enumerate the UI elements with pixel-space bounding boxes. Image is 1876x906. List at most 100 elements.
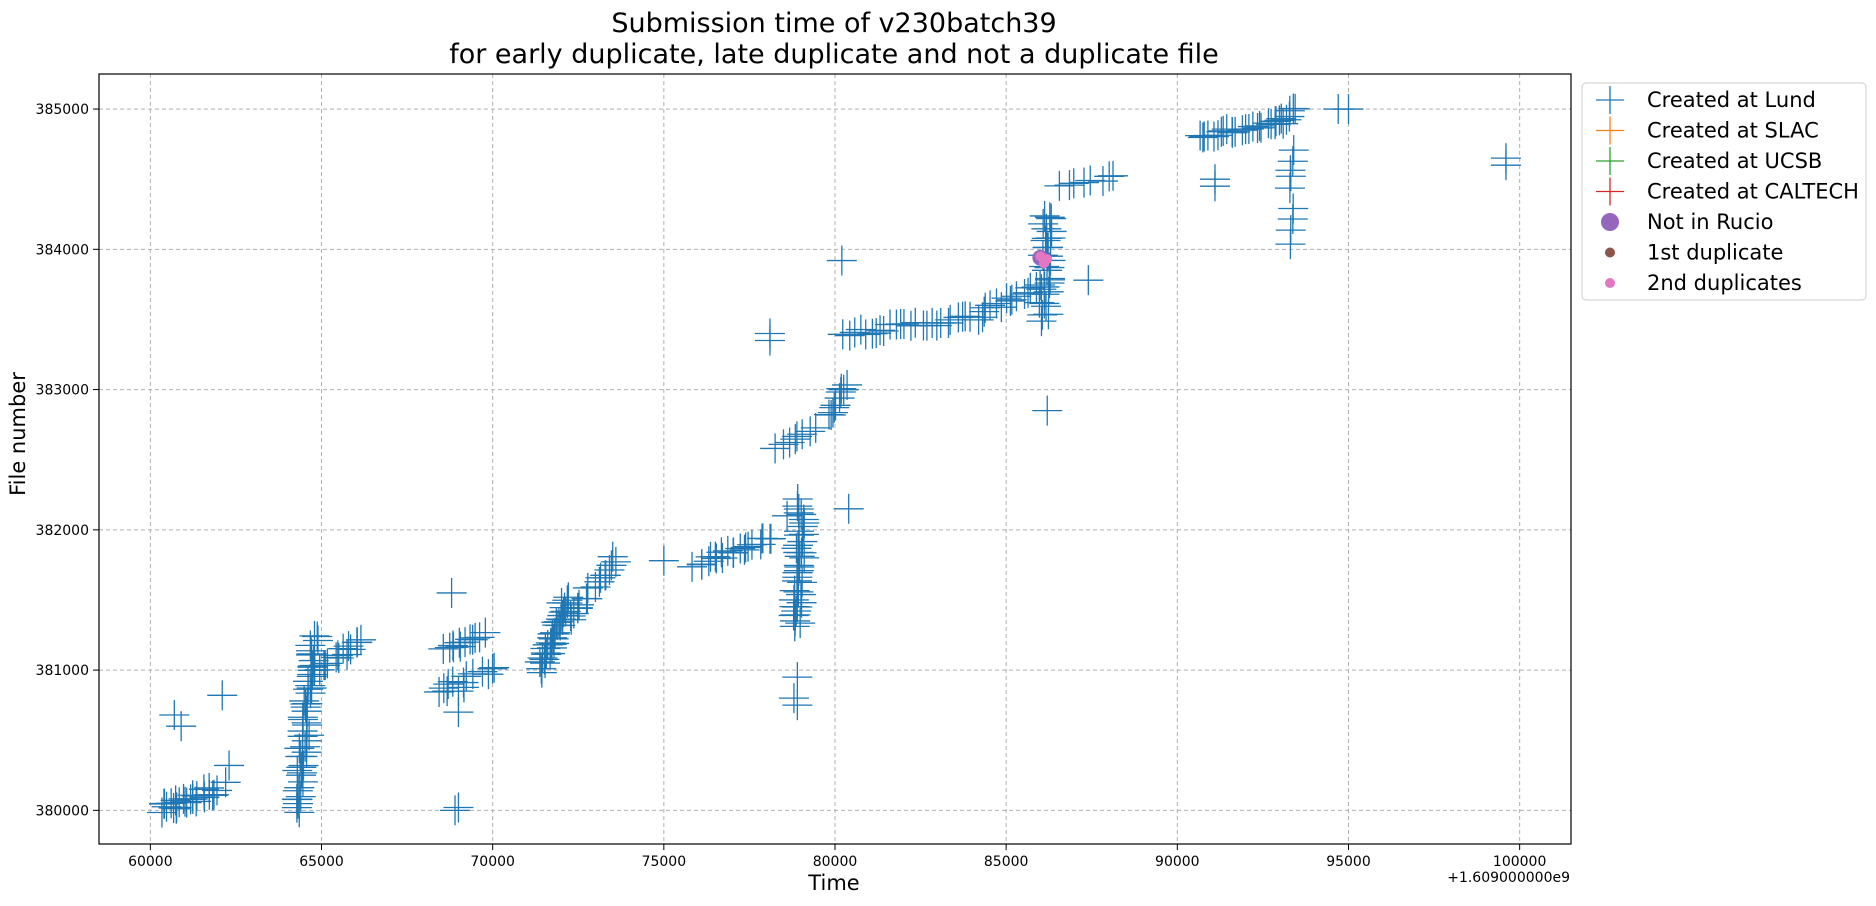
data-point — [781, 533, 812, 564]
data-point — [342, 627, 373, 658]
data-point — [1333, 94, 1364, 125]
data-point — [146, 797, 177, 828]
x-tick-label: 70000 — [470, 854, 515, 870]
data-point — [210, 767, 241, 798]
data-point — [1280, 93, 1311, 124]
data-point — [686, 549, 717, 580]
x-tick-label: 75000 — [642, 854, 687, 870]
data-point — [159, 699, 190, 730]
data-point — [322, 640, 353, 671]
data-point — [1073, 265, 1104, 296]
data-point — [787, 511, 818, 542]
x-axis-label: Time — [807, 871, 859, 895]
data-point — [436, 577, 467, 608]
data-point — [1187, 122, 1218, 153]
data-point — [760, 433, 791, 464]
x-tick-label: 80000 — [813, 854, 858, 870]
legend-label: Created at Lund — [1647, 88, 1816, 112]
data-point — [787, 567, 818, 598]
data-point — [1042, 254, 1053, 265]
data-point — [1032, 395, 1063, 426]
data-point — [1268, 108, 1299, 139]
data-point — [299, 620, 330, 651]
data-point — [820, 390, 851, 421]
data-point — [1027, 299, 1058, 330]
data-point — [286, 752, 317, 783]
data-point — [194, 772, 225, 803]
data-point — [477, 653, 508, 684]
data-point — [785, 608, 816, 639]
data-point — [1271, 104, 1302, 135]
data-point — [693, 546, 724, 577]
data-point — [1278, 193, 1309, 224]
data-point — [729, 534, 760, 565]
y-tick-label: 384000 — [36, 242, 89, 258]
data-point — [550, 596, 581, 627]
data-point — [302, 621, 333, 652]
plot-area — [146, 93, 1521, 828]
data-point — [166, 711, 197, 742]
data-point — [888, 309, 919, 340]
data-point — [772, 500, 803, 531]
data-point — [295, 670, 326, 701]
data-point — [786, 499, 817, 530]
data-point — [1202, 120, 1233, 151]
data-point — [451, 661, 482, 692]
data-point — [935, 304, 966, 335]
data-point — [443, 676, 474, 707]
data-point — [975, 290, 1006, 321]
data-point — [302, 625, 333, 656]
data-point — [555, 600, 586, 631]
data-point — [921, 310, 952, 341]
x-tick-label: 65000 — [299, 854, 344, 870]
data-point — [558, 598, 589, 629]
legend-marker — [1601, 213, 1619, 231]
data-point — [198, 779, 229, 810]
data-point — [1001, 281, 1032, 312]
data-point — [1198, 121, 1229, 152]
data-point — [1026, 306, 1057, 337]
data-point — [1036, 203, 1067, 234]
data-point — [787, 419, 818, 450]
data-point — [464, 622, 495, 653]
data-point — [1490, 143, 1521, 174]
y-tick-label: 381000 — [36, 663, 89, 679]
data-point — [328, 633, 359, 664]
data-point — [785, 579, 816, 610]
data-point — [648, 545, 679, 576]
data-point — [1098, 160, 1129, 191]
x-axis-offset-label: +1.609000000e9 — [1447, 870, 1570, 886]
data-point — [440, 795, 471, 826]
y-axis: 380000 381000 382000 383000 384000 385000 — [36, 102, 99, 819]
data-point — [563, 589, 594, 620]
data-point — [730, 532, 761, 563]
data-point — [834, 320, 865, 351]
data-point — [707, 543, 738, 574]
data-point — [778, 584, 809, 615]
data-point — [782, 484, 813, 515]
data-point — [784, 541, 815, 572]
data-point — [284, 733, 315, 764]
data-point — [819, 392, 850, 423]
data-point — [281, 784, 312, 815]
data-point — [700, 541, 731, 572]
legend-label: Not in Rucio — [1647, 210, 1773, 234]
legend: Created at Lund Created at SLAC Created at… — [1581, 82, 1867, 301]
data-point — [207, 680, 238, 711]
x-tick-label: 85000 — [984, 854, 1029, 870]
data-point — [1275, 215, 1306, 246]
y-tick-label: 385000 — [36, 102, 89, 118]
data-point — [428, 673, 459, 704]
data-point — [1026, 274, 1057, 305]
legend-marker — [1605, 247, 1615, 258]
data-point — [600, 546, 631, 577]
data-point — [778, 683, 809, 714]
data-point — [718, 537, 749, 568]
y-tick-label: 383000 — [36, 383, 89, 399]
data-point — [828, 374, 859, 405]
data-point — [833, 493, 864, 524]
data-point — [1054, 170, 1085, 201]
data-point — [963, 304, 994, 335]
data-point — [781, 595, 812, 626]
data-point — [1278, 135, 1309, 166]
